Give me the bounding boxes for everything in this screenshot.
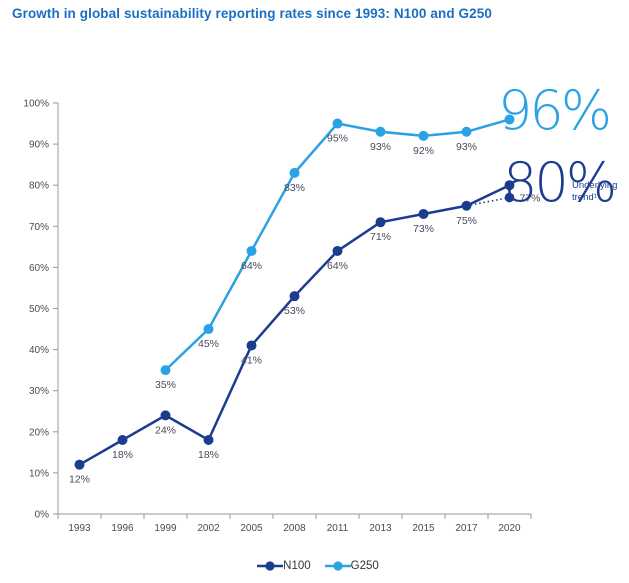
y-tick-label: 10% [29, 468, 49, 479]
n100-final-value-callout: 80% [503, 151, 617, 214]
y-tick-label: 70% [29, 222, 49, 233]
y-tick-label: 100% [23, 99, 49, 110]
trend-dotted-line [466, 196, 510, 207]
x-tick-label: 2015 [412, 523, 435, 534]
data-point-g250 [418, 130, 429, 141]
data-label: 73% [413, 223, 434, 235]
legend-label: N100 [283, 560, 311, 572]
y-tick-label: 40% [29, 345, 49, 356]
y-tick-label: 0% [35, 510, 50, 521]
data-label: 83% [284, 182, 305, 194]
legend-item-n100: N100 [257, 560, 311, 572]
g250-legend-marker-icon [324, 561, 351, 571]
data-point-n100 [461, 200, 472, 211]
data-point-n100 [203, 435, 214, 446]
data-point-n100 [160, 410, 171, 421]
trend-value-label: 77% [520, 193, 541, 205]
trend-end-marker [504, 192, 515, 203]
data-label: 64% [327, 260, 348, 272]
data-label: 53% [284, 305, 305, 317]
chart-title: Growth in global sustainability reportin… [12, 6, 492, 21]
legend-label: G250 [350, 560, 379, 572]
y-tick-label: 20% [29, 427, 49, 438]
data-label: 24% [155, 424, 176, 436]
data-point-g250 [504, 114, 515, 125]
data-label: 75% [456, 215, 477, 227]
data-point-n100 [289, 291, 300, 302]
axes: 0% 10% 20% 30% 40% 50% 60% 70% 80% 90% 100% 1993 199… [23, 99, 532, 534]
data-label: 95% [327, 133, 348, 145]
data-point-n100 [418, 208, 429, 219]
y-tick-label: 50% [29, 304, 49, 315]
data-label: 41% [241, 354, 262, 366]
data-label: 71% [370, 231, 391, 243]
series-g250: 35% 45% 64% 83% 95% 93% 92% 93% [155, 114, 515, 391]
data-point-g250 [289, 167, 300, 178]
data-point-g250 [246, 245, 257, 256]
data-point-g250 [160, 365, 171, 376]
series-line-n100 [78, 184, 511, 466]
data-label: 64% [241, 260, 262, 272]
underlying-trend-label: Underlying trend¹ [572, 180, 618, 203]
data-label: 18% [112, 449, 133, 461]
data-point-n100 [332, 245, 343, 256]
data-label: 93% [456, 141, 477, 153]
x-tick-label: 2013 [369, 523, 392, 534]
y-tick-label: 90% [29, 140, 49, 151]
y-tick-label: 80% [29, 181, 49, 192]
data-point-g250 [203, 324, 214, 335]
data-point-n100 [504, 180, 515, 191]
data-point-n100 [117, 435, 128, 446]
x-tick-label: 2011 [327, 523, 349, 534]
series-line-g250 [164, 118, 510, 372]
x-tick-label: 2002 [197, 523, 220, 534]
n100-legend-marker-icon [257, 561, 284, 571]
x-tick-label: 1999 [154, 523, 177, 534]
legend-item-g250: G250 [324, 560, 379, 572]
data-label: 18% [198, 449, 219, 461]
series-n100: 12% 18% 24% 18% 41% 53% 64% 71% 73% 75% [69, 180, 515, 486]
chart-legend: N100 G250 [58, 556, 578, 576]
data-point-n100 [74, 459, 85, 470]
y-tick-label: 30% [29, 386, 49, 397]
y-tick-label: 60% [29, 263, 49, 274]
data-label: 93% [370, 141, 391, 153]
x-tick-label: 2017 [455, 523, 478, 534]
data-point-g250 [375, 126, 386, 137]
x-tick-label: 1993 [68, 523, 91, 534]
data-label: 35% [155, 379, 176, 391]
x-tick-label: 1996 [111, 523, 134, 534]
x-tick-label: 2008 [283, 523, 306, 534]
underlying-trend-series: 77% [466, 192, 541, 207]
x-tick-label: 2005 [240, 523, 263, 534]
data-point-n100 [246, 340, 257, 351]
data-label: 92% [413, 145, 434, 157]
data-label: 45% [198, 338, 219, 350]
data-point-g250 [332, 118, 343, 129]
data-point-n100 [375, 217, 386, 228]
data-point-g250 [461, 126, 472, 137]
data-label: 12% [69, 474, 90, 486]
g250-final-value-callout: 96% [498, 79, 612, 142]
x-tick-label: 2020 [498, 523, 521, 534]
